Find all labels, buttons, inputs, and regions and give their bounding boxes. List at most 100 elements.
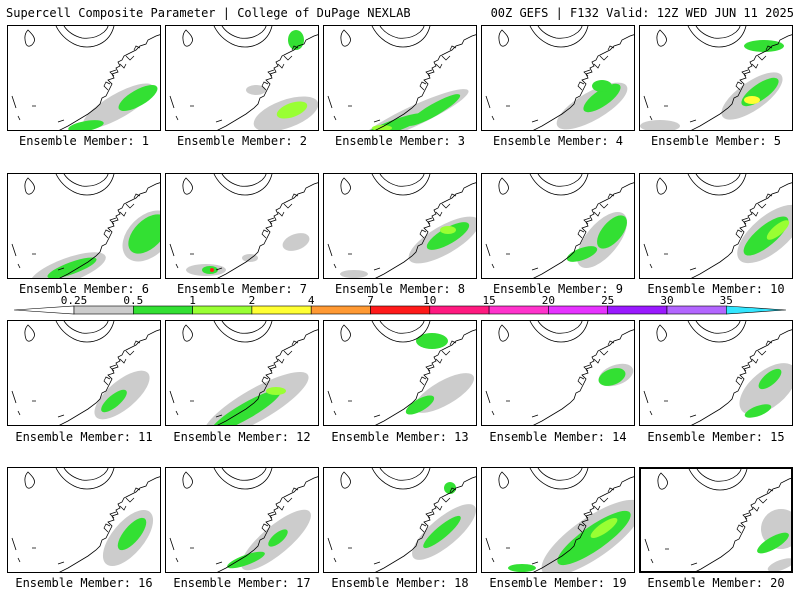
scp-contour-gray bbox=[640, 120, 680, 130]
scp-contour-green bbox=[744, 404, 772, 418]
island-outline bbox=[11, 390, 65, 418]
island-outline bbox=[11, 95, 65, 123]
ensemble-panel-3[interactable] bbox=[323, 25, 477, 131]
coastline bbox=[691, 329, 792, 425]
member-label: Ensemble Member: 17 bbox=[173, 576, 311, 590]
coastline bbox=[375, 329, 476, 425]
member-label: Ensemble Member: 4 bbox=[492, 134, 624, 148]
ensemble-panel-18[interactable] bbox=[323, 467, 477, 573]
lake-outline bbox=[24, 468, 115, 490]
coastline bbox=[59, 476, 160, 572]
ensemble-panel-10[interactable] bbox=[639, 173, 793, 279]
ensemble-panel-19[interactable] bbox=[481, 467, 635, 573]
ensemble-panel-4[interactable] bbox=[481, 25, 635, 131]
member-label: Ensemble Member: 15 bbox=[647, 430, 785, 444]
member-label: Ensemble Member: 9 bbox=[492, 282, 624, 296]
coastline bbox=[691, 34, 792, 130]
colorbar-tick-label: 30 bbox=[660, 294, 673, 307]
bay-outline bbox=[736, 488, 774, 534]
map-8 bbox=[327, 174, 476, 278]
colorbar-tick-label: 4 bbox=[308, 294, 315, 307]
ensemble-panel-11[interactable] bbox=[7, 320, 161, 426]
lake-outline bbox=[656, 174, 747, 196]
bay-outline bbox=[103, 193, 141, 239]
ensemble-panel-8[interactable] bbox=[323, 173, 477, 279]
island-outline bbox=[169, 95, 223, 123]
member-label: Ensemble Member: 12 bbox=[173, 430, 311, 444]
member-label: Ensemble Member: 16 bbox=[15, 576, 153, 590]
bay-outline bbox=[103, 45, 141, 91]
colorbar-segment bbox=[488, 305, 549, 315]
lake-outline bbox=[498, 174, 589, 196]
scp-contour-green bbox=[758, 368, 782, 390]
ensemble-panel-13[interactable] bbox=[323, 320, 477, 426]
ensemble-panel-5[interactable] bbox=[639, 25, 793, 131]
scp-contour-green bbox=[426, 222, 470, 250]
scp-contour-green bbox=[508, 564, 536, 572]
scp-contour-lightgreen bbox=[266, 387, 286, 395]
scp-contour-green bbox=[597, 215, 627, 249]
member-label: Ensemble Member: 20 bbox=[647, 576, 785, 590]
colorbar-segment bbox=[13, 305, 75, 315]
bay-outline bbox=[419, 340, 457, 386]
colorbar-tick-label: 1 bbox=[189, 294, 196, 307]
colorbar-segment bbox=[370, 305, 431, 315]
colorbar-segment bbox=[607, 305, 668, 315]
map-14 bbox=[485, 321, 634, 425]
map-9 bbox=[485, 174, 634, 278]
bay-outline bbox=[419, 193, 457, 239]
island-outline bbox=[327, 390, 381, 418]
bay-outline bbox=[261, 45, 299, 91]
ensemble-panel-16[interactable] bbox=[7, 467, 161, 573]
map-6 bbox=[11, 174, 160, 278]
scp-contour-gray bbox=[767, 558, 791, 571]
bay-outline bbox=[577, 487, 615, 533]
bay-outline bbox=[577, 193, 615, 239]
member-label: Ensemble Member: 6 bbox=[18, 282, 150, 296]
island-outline bbox=[643, 390, 697, 418]
ensemble-panel-17[interactable] bbox=[165, 467, 319, 573]
colorbar-tick-label: 10 bbox=[423, 294, 436, 307]
coastline bbox=[533, 476, 634, 572]
coastline bbox=[375, 182, 476, 278]
ensemble-panel-9[interactable] bbox=[481, 173, 635, 279]
coastline bbox=[59, 329, 160, 425]
colorbar-segment bbox=[73, 305, 134, 315]
scp-contour-gray bbox=[282, 233, 310, 251]
scp-contour-green bbox=[211, 389, 281, 425]
map-2 bbox=[169, 26, 318, 130]
scp-contour-lightgreen bbox=[590, 517, 618, 539]
ensemble-panel-6[interactable] bbox=[7, 173, 161, 279]
coastline bbox=[217, 476, 318, 572]
scp-contour-lightgreen bbox=[766, 220, 790, 240]
island-outline bbox=[169, 390, 223, 418]
bay-outline bbox=[735, 45, 773, 91]
member-label: Ensemble Member: 8 bbox=[334, 282, 466, 296]
lake-outline bbox=[656, 321, 747, 343]
ensemble-panel-7[interactable] bbox=[165, 173, 319, 279]
ensemble-panel-20[interactable] bbox=[639, 467, 793, 573]
coastline bbox=[691, 182, 792, 278]
scp-contour-green bbox=[583, 83, 621, 113]
coastline bbox=[217, 34, 318, 130]
ensemble-panel-2[interactable] bbox=[165, 25, 319, 131]
ensemble-panel-14[interactable] bbox=[481, 320, 635, 426]
colorbar-segment bbox=[310, 305, 371, 315]
ensemble-panel-15[interactable] bbox=[639, 320, 793, 426]
map-1 bbox=[11, 26, 160, 130]
scp-contour-green bbox=[361, 113, 427, 130]
colorbar-tick-label: 2 bbox=[249, 294, 256, 307]
map-18 bbox=[327, 468, 476, 572]
scp-contour-gray bbox=[246, 85, 266, 95]
island-outline bbox=[169, 537, 223, 565]
coastline bbox=[533, 182, 634, 278]
scp-contour-red bbox=[210, 268, 214, 272]
ensemble-panel-12[interactable] bbox=[165, 320, 319, 426]
island-outline bbox=[643, 243, 697, 271]
lake-outline bbox=[24, 174, 115, 196]
scp-contour-green bbox=[68, 120, 104, 130]
ensemble-panel-1[interactable] bbox=[7, 25, 161, 131]
member-label: Ensemble Member: 18 bbox=[331, 576, 469, 590]
scp-contour-green bbox=[128, 214, 160, 254]
island-outline bbox=[485, 243, 539, 271]
